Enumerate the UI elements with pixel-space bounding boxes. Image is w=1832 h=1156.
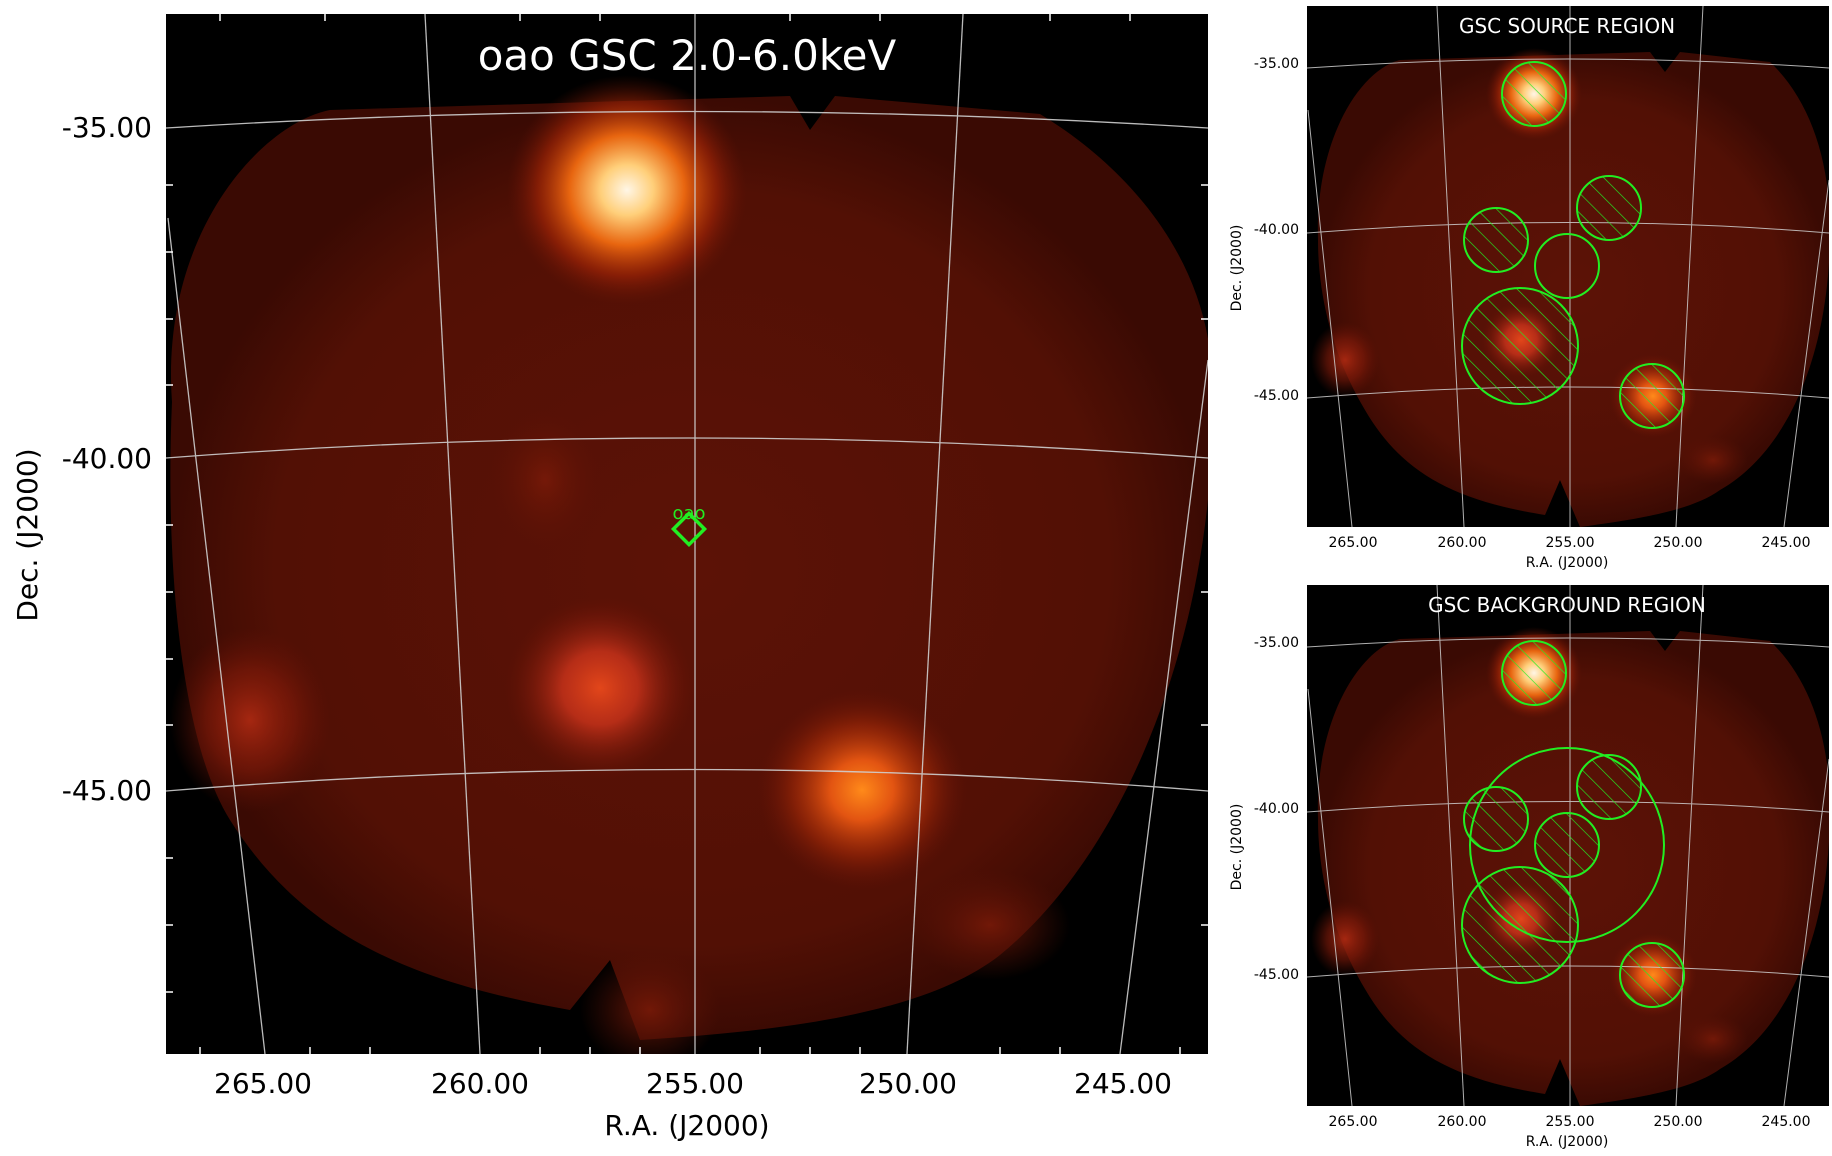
bkg-x-tick-label: 255.00 [1546, 1114, 1595, 1130]
bkg-y-tick-label: -45.00 [1254, 967, 1299, 983]
main-title: oao GSC 2.0-6.0keV [478, 31, 897, 80]
bkg-panel-east-source [1311, 901, 1379, 977]
src-x-axis-label: R.A. (J2000) [1526, 555, 1609, 571]
background-panel-title: GSC BACKGROUND REGION [1428, 593, 1706, 617]
src-x-tick-label: 245.00 [1762, 535, 1811, 551]
src-panel-south-faint [1678, 436, 1748, 484]
bkg-panel-south-faint [1678, 1015, 1748, 1063]
region-circle-source-target [1534, 233, 1600, 299]
background-panel-grid [1307, 585, 1829, 1106]
source-southwest-ra250 [757, 690, 967, 890]
source-region-panel: GSC SOURCE REGION -35.00 -40.00 -45.00 2… [1229, 6, 1829, 571]
bkg-x-tick-label: 265.00 [1329, 1114, 1378, 1130]
source-panel-grid [1307, 6, 1829, 527]
bkg-x-tick-label: 245.00 [1762, 1114, 1811, 1130]
source-south-bottom [580, 950, 720, 1054]
bkg-x-axis-label: R.A. (J2000) [1526, 1134, 1609, 1150]
src-x-tick-label: 260.00 [1438, 535, 1487, 551]
region-circle-southeast [1619, 363, 1685, 429]
source-north-bright [507, 75, 747, 305]
bkg-x-tick-label: 250.00 [1654, 1114, 1703, 1130]
bkg-y-axis-label: Dec. (J2000) [1229, 804, 1245, 891]
src-x-tick-label: 255.00 [1546, 535, 1595, 551]
src-y-tick-label: -35.00 [1254, 56, 1299, 72]
src-x-tick-label: 250.00 [1654, 535, 1703, 551]
main-y-tick-label: -45.00 [62, 774, 152, 807]
background-panel-regions [1461, 640, 1685, 1008]
main-y-tick-label: -40.00 [62, 442, 152, 475]
region-circle-north [1501, 61, 1567, 127]
main-x-tick-label: 245.00 [1074, 1067, 1172, 1100]
oao-diamond-marker [670, 510, 708, 548]
region-circle-west [1463, 786, 1529, 852]
bkg-y-tick-label: -35.00 [1254, 635, 1299, 651]
region-circle-source-exclusion [1534, 812, 1600, 878]
region-circle-large-south [1461, 287, 1579, 405]
region-circle-northeast [1576, 754, 1642, 820]
src-y-tick-label: -40.00 [1254, 222, 1299, 238]
oao-marker-label: oao [672, 503, 705, 524]
source-center-faint [490, 410, 600, 550]
main-x-tick-label: 260.00 [431, 1067, 529, 1100]
main-tick-marks [166, 14, 1208, 1054]
main-x-tick-label: 250.00 [859, 1067, 957, 1100]
region-circle-southeast [1619, 942, 1685, 1008]
src-x-tick-label: 265.00 [1329, 535, 1378, 551]
source-panel-title: GSC SOURCE REGION [1459, 14, 1675, 38]
source-east-edge [170, 628, 330, 812]
region-circle-large-south [1461, 866, 1579, 984]
src-y-tick-label: -45.00 [1254, 388, 1299, 404]
bkg-x-tick-label: 260.00 [1438, 1114, 1487, 1130]
region-circle-northeast [1576, 175, 1642, 241]
main-x-tick-label: 265.00 [214, 1067, 312, 1100]
main-sky-map: oao oao GSC 2.0-6.0keV -35.00 -40. [11, 14, 1208, 1142]
main-x-tick-label: 255.00 [646, 1067, 744, 1100]
src-panel-east-source [1311, 322, 1379, 398]
source-south-faint [910, 870, 1070, 980]
source-center-south [505, 596, 695, 780]
src-y-axis-label: Dec. (J2000) [1229, 225, 1245, 312]
source-panel-regions [1461, 61, 1685, 429]
main-y-axis-label: Dec. (J2000) [11, 448, 44, 621]
background-region-panel: GSC BACKGROUND REGION -35.00 -40.00 -45.… [1229, 585, 1829, 1150]
region-circle-west [1463, 207, 1529, 273]
bkg-y-tick-label: -40.00 [1254, 801, 1299, 817]
main-coordinate-grid [166, 14, 1208, 1054]
main-x-axis-label: R.A. (J2000) [604, 1109, 769, 1142]
region-circle-north [1501, 640, 1567, 706]
main-y-tick-label: -35.00 [62, 111, 152, 144]
